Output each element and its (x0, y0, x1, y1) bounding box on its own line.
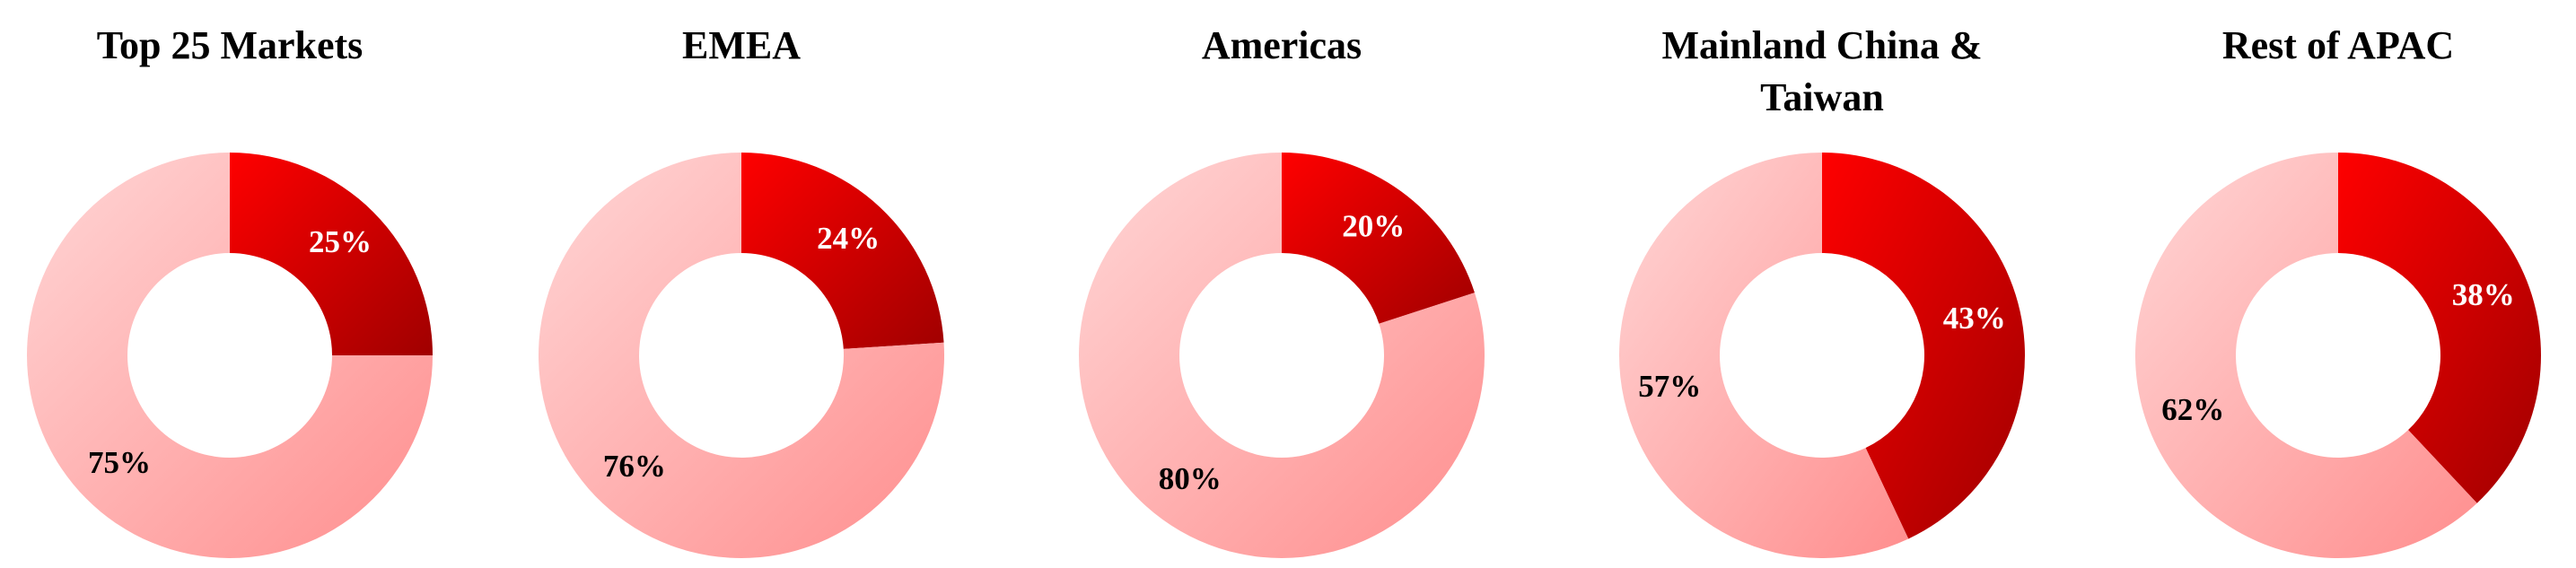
donut-slice (539, 153, 945, 558)
chart-title: Rest of APAC (2221, 23, 2455, 67)
value-label: 43% (1943, 301, 2006, 336)
value-label: 80% (1159, 461, 1222, 496)
donut-slice (27, 153, 433, 558)
donut-slice (1282, 153, 1475, 324)
donut-slice (230, 153, 433, 355)
donut-slice (741, 153, 944, 349)
value-label: 25% (309, 224, 372, 259)
chart-title: Mainland China & Taiwan (1661, 23, 1983, 119)
chart-title: EMEA (682, 23, 801, 67)
value-label: 62% (2161, 392, 2224, 427)
value-label: 57% (1638, 369, 1701, 404)
donut-slice (2135, 153, 2477, 558)
value-label: 75% (88, 445, 151, 480)
value-label: 20% (1342, 208, 1405, 243)
value-label: 24% (817, 221, 880, 256)
chart-title: Americas (1201, 23, 1362, 67)
donut-slice (2338, 153, 2541, 503)
value-label: 38% (2452, 277, 2515, 312)
value-label: 76% (603, 449, 666, 484)
donut-slice (1618, 153, 1909, 558)
donut-slice (1079, 153, 1485, 558)
donut-slice (1822, 153, 2025, 539)
chart-title: Top 25 Markets (96, 23, 364, 67)
